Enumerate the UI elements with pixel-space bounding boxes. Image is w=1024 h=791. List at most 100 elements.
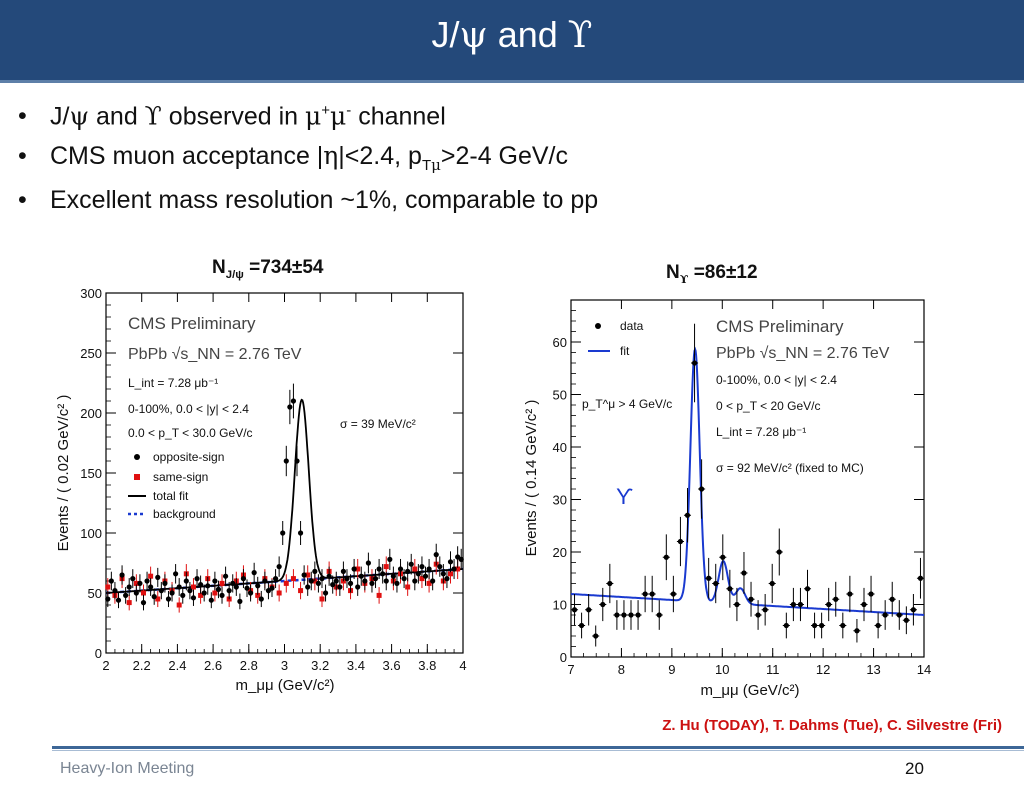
opposite-sign-point: [444, 576, 450, 582]
opposite-sign-point: [126, 584, 132, 590]
data-point: [713, 580, 719, 587]
same-sign-point: [419, 576, 425, 582]
data-point: [706, 575, 712, 581]
data-point: [628, 612, 634, 618]
y-tick-label: 50: [88, 586, 102, 601]
legend-label: same-sign: [153, 470, 208, 484]
opposite-sign-point: [205, 583, 211, 589]
same-sign-point: [176, 602, 182, 608]
same-sign-point: [105, 584, 111, 590]
opposite-sign-point: [355, 584, 361, 590]
opposite-sign-point: [151, 594, 157, 600]
title-bar: [0, 0, 1024, 83]
opposite-sign-point: [137, 580, 143, 586]
opposite-sign-point: [458, 556, 464, 562]
opposite-sign-point: [405, 568, 411, 574]
legend-marker: [134, 454, 140, 460]
y-axis-label: Events / ( 0.14 GeV/c² ): [523, 400, 540, 557]
opposite-sign-point: [426, 566, 432, 572]
opposite-sign-point: [155, 574, 161, 580]
opposite-sign-point: [158, 588, 164, 594]
opposite-sign-point: [290, 398, 297, 404]
opposite-sign-point: [233, 584, 239, 590]
opposite-sign-point: [190, 595, 197, 601]
same-sign-point: [405, 584, 411, 590]
same-sign-point: [155, 596, 161, 602]
same-sign-point: [305, 572, 311, 578]
same-sign-point: [140, 590, 146, 596]
x-tick-label: 2.6: [204, 658, 222, 673]
opposite-sign-point: [419, 564, 425, 570]
same-sign-point: [255, 592, 261, 598]
opposite-sign-point: [383, 578, 389, 584]
annotation: PbPb √s_NN = 2.76 TeV: [128, 346, 302, 363]
x-tick-label: 12: [816, 662, 830, 677]
data-point: [621, 612, 627, 618]
opposite-sign-point: [130, 576, 136, 582]
opposite-sign-point: [333, 578, 339, 584]
opposite-sign-point: [162, 580, 168, 586]
data-point: [847, 591, 853, 597]
opposite-sign-point: [319, 576, 325, 582]
x-tick-label: 13: [866, 662, 880, 677]
data-point: [769, 580, 775, 587]
same-sign-point: [376, 592, 382, 598]
opposite-sign-point: [287, 404, 293, 410]
data-point: [854, 628, 860, 634]
data-point: [571, 607, 578, 613]
footer-text: Heavy-Ion Meeting: [60, 760, 195, 777]
annotation: 0 < p_T < 20 GeV/c: [716, 399, 821, 413]
cms-label: CMS Preliminary: [128, 314, 256, 333]
opposite-sign-point: [301, 572, 307, 578]
opposite-sign-point: [108, 578, 114, 584]
opposite-sign-point: [280, 530, 286, 536]
x-tick-label: 10: [715, 662, 729, 677]
opposite-sign-point: [123, 592, 129, 598]
opposite-sign-point: [415, 571, 421, 577]
opposite-sign-point: [372, 576, 379, 582]
data-point: [882, 612, 888, 618]
data-point: [656, 612, 662, 618]
same-sign-point: [126, 600, 132, 606]
bullet-item: • J/ψ and ϒ observed in μ+μ- channel: [18, 101, 446, 131]
cms-label: CMS Preliminary: [716, 317, 844, 336]
annotation: L_int = 7.28 μb⁻¹: [716, 425, 806, 439]
opposite-sign-point: [237, 598, 243, 604]
data-point: [797, 601, 804, 608]
opposite-sign-point: [394, 580, 400, 586]
data-point: [642, 591, 648, 597]
total-fit-line: [106, 398, 463, 594]
data-point: [663, 554, 669, 560]
opposite-sign-point: [133, 590, 139, 596]
data-point: [790, 601, 796, 608]
opposite-sign-point: [390, 573, 396, 579]
x-tick-label: 7: [567, 662, 574, 677]
opposite-sign-point: [365, 560, 371, 566]
opposite-sign-point: [308, 578, 314, 584]
data-point: [734, 601, 740, 608]
legend-label: background: [153, 507, 216, 521]
upsilon-mass-chart: 7 8 9 10 11 12 13 14 0 10 20 30 40 50 60 CMS Prelimina…: [510, 290, 940, 705]
opposite-sign-point: [447, 559, 454, 565]
data-point: [861, 601, 867, 608]
opposite-sign-point: [344, 576, 350, 582]
opposite-sign-point: [312, 568, 318, 574]
footer-divider: [52, 746, 1024, 749]
data-point: [840, 622, 846, 629]
same-sign-point: [448, 571, 454, 577]
data-point: [833, 596, 839, 602]
data-point: [776, 549, 782, 555]
y-tick-label: 0: [560, 650, 567, 665]
opposite-sign-point: [222, 573, 229, 579]
opposite-sign-point: [183, 578, 189, 584]
opposite-sign-point: [226, 588, 232, 594]
data-point: [677, 538, 684, 545]
opposite-sign-point: [351, 566, 357, 572]
y-axis-label: Events / ( 0.02 GeV/c² ): [55, 395, 72, 552]
same-sign-point: [412, 566, 418, 572]
n-upsilon-label: Nϒ =86±12: [666, 262, 758, 286]
opposite-sign-point: [401, 576, 407, 582]
opposite-sign-point: [422, 573, 429, 579]
opposite-sign-point: [219, 592, 225, 598]
annotation: p_T^μ > 4 GeV/c: [582, 397, 672, 411]
